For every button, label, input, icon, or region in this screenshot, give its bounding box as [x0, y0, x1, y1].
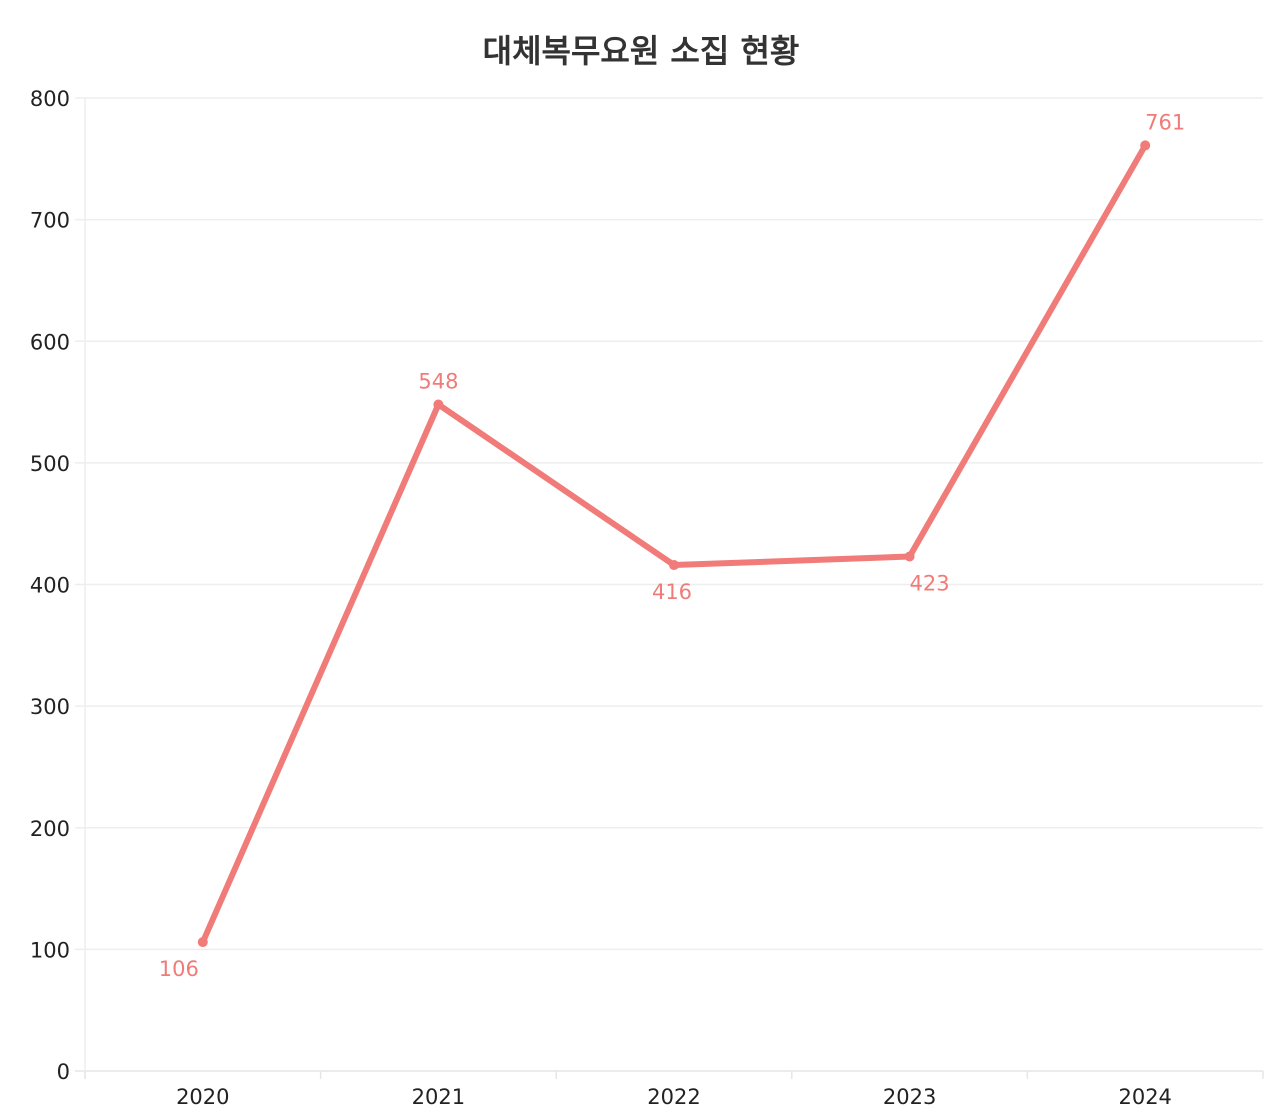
- y-tick-label: 0: [57, 1060, 70, 1084]
- series-line: [199, 142, 1149, 946]
- data-label: 548: [418, 369, 458, 393]
- y-tick-label: 200: [30, 817, 70, 841]
- x-tick-label: 2022: [647, 1085, 700, 1109]
- x-tick-label: 2023: [883, 1085, 936, 1109]
- y-tick-label: 700: [30, 209, 70, 233]
- y-tick-label: 500: [30, 452, 70, 476]
- chart-title: 대체복무요원 소집 현황: [482, 32, 800, 70]
- x-tick-label: 2024: [1118, 1085, 1171, 1109]
- data-point: [1140, 140, 1151, 151]
- y-tick-label: 600: [30, 330, 70, 354]
- data-label: 761: [1145, 110, 1185, 134]
- y-tick-label: 800: [30, 87, 70, 111]
- data-label: 416: [652, 580, 692, 604]
- y-tick-label: 300: [30, 695, 70, 719]
- data-label: 423: [910, 572, 950, 596]
- y-tick-label: 400: [30, 574, 70, 598]
- x-tick-label: 2020: [176, 1085, 229, 1109]
- data-point: [904, 551, 915, 562]
- data-point: [669, 560, 679, 571]
- y-tick-label: 100: [30, 938, 70, 962]
- x-tick-label: 2021: [412, 1085, 465, 1109]
- data-label: 106: [159, 957, 199, 981]
- data-point: [197, 937, 208, 948]
- data-point: [433, 399, 444, 410]
